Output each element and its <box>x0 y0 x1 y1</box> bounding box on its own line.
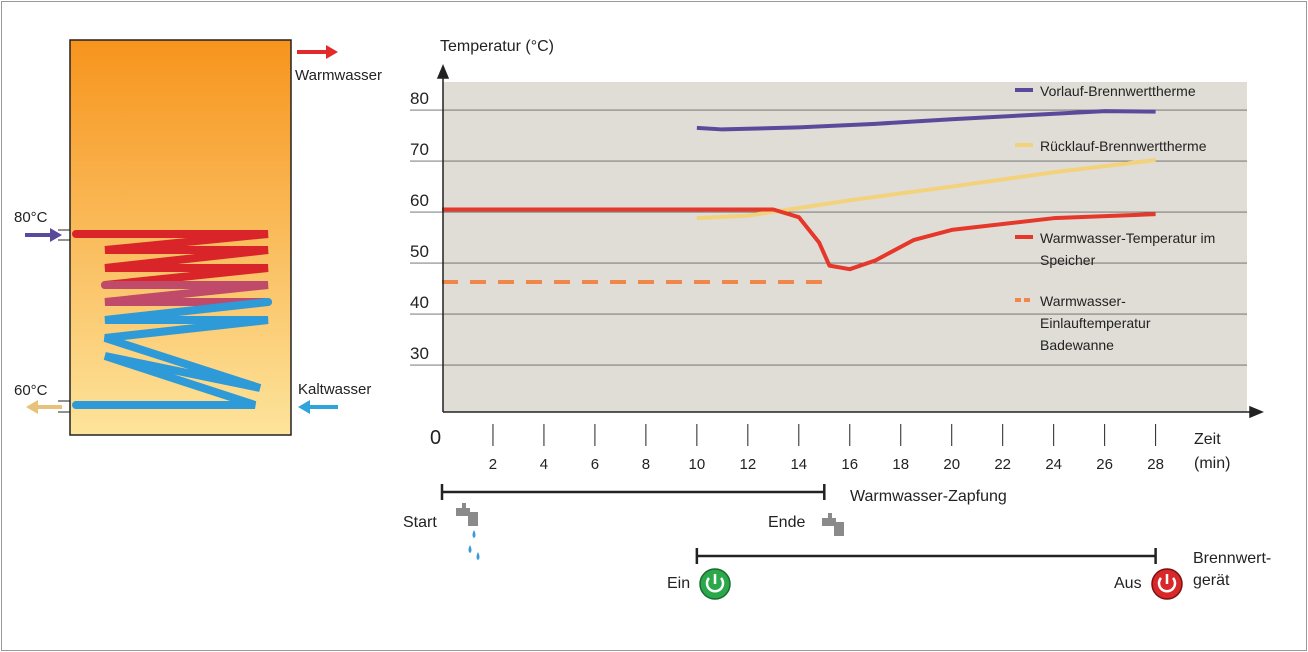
x-tick-label: 26 <box>1096 456 1113 473</box>
y-tick-label: 50 <box>410 242 429 261</box>
timeline-label: Ende <box>768 514 806 531</box>
y-axis-label: Temperatur (°C) <box>440 38 554 55</box>
series-line <box>696 109 1156 132</box>
tank-label: 80°C <box>14 209 48 226</box>
timeline-label: Brennwert-gerät <box>1193 550 1272 589</box>
power-on <box>699 568 731 600</box>
x-tick-label: 20 <box>943 456 960 473</box>
x-tick-label: 0 <box>430 427 441 449</box>
y-tick-label: 40 <box>410 293 429 312</box>
x-tick-label: 6 <box>591 456 599 473</box>
timeline-label: Aus <box>1114 575 1142 592</box>
y-tick-label: 80 <box>410 89 429 108</box>
series-line <box>442 207 1156 272</box>
y-tick-label: 30 <box>410 344 429 363</box>
legend-label: Vorlauf-Brennwerttherme <box>1040 83 1196 99</box>
timeline-label: Start <box>403 514 437 531</box>
pipe-arrows <box>25 45 338 414</box>
x-tick-label: 24 <box>1045 456 1062 473</box>
x-tick-label: 10 <box>689 456 706 473</box>
x-tick-label: 4 <box>540 456 548 473</box>
faucet-start <box>456 503 480 560</box>
x-tick-label: 22 <box>994 456 1011 473</box>
timeline-label: Warmwasser-Zapfung <box>850 488 1007 505</box>
faucet-end <box>822 513 844 536</box>
tank-label: Kaltwasser <box>298 381 372 398</box>
plot-area <box>443 82 1247 412</box>
tank-label: 60°C <box>14 382 48 399</box>
x-tick-label: 28 <box>1147 456 1164 473</box>
power-off <box>1151 568 1183 600</box>
tank-label: Warmwasser <box>295 67 382 84</box>
coil <box>72 230 272 409</box>
legend-label: Warmwasser-Einlauftemperatur Badewanne <box>1040 293 1151 353</box>
y-tick-label: 70 <box>410 140 429 159</box>
x-tick-label: 12 <box>739 456 756 473</box>
axes <box>436 64 1264 419</box>
timeline-label: Ein <box>667 575 691 592</box>
x-tick-label: 18 <box>892 456 909 473</box>
x-tick-label: 14 <box>790 456 807 473</box>
series-line <box>696 158 1156 221</box>
y-tick-label: 60 <box>410 191 429 210</box>
x-axis-label: Zeit (min) <box>1194 431 1231 472</box>
x-tick-label: 16 <box>841 456 858 473</box>
legend-label: Warmwasser-Temperatur im Speicher <box>1040 230 1216 268</box>
legend-label: Rücklauf-Brennwerttherme <box>1040 138 1207 154</box>
x-tick-label: 8 <box>642 456 650 473</box>
x-tick-label: 2 <box>489 456 497 473</box>
